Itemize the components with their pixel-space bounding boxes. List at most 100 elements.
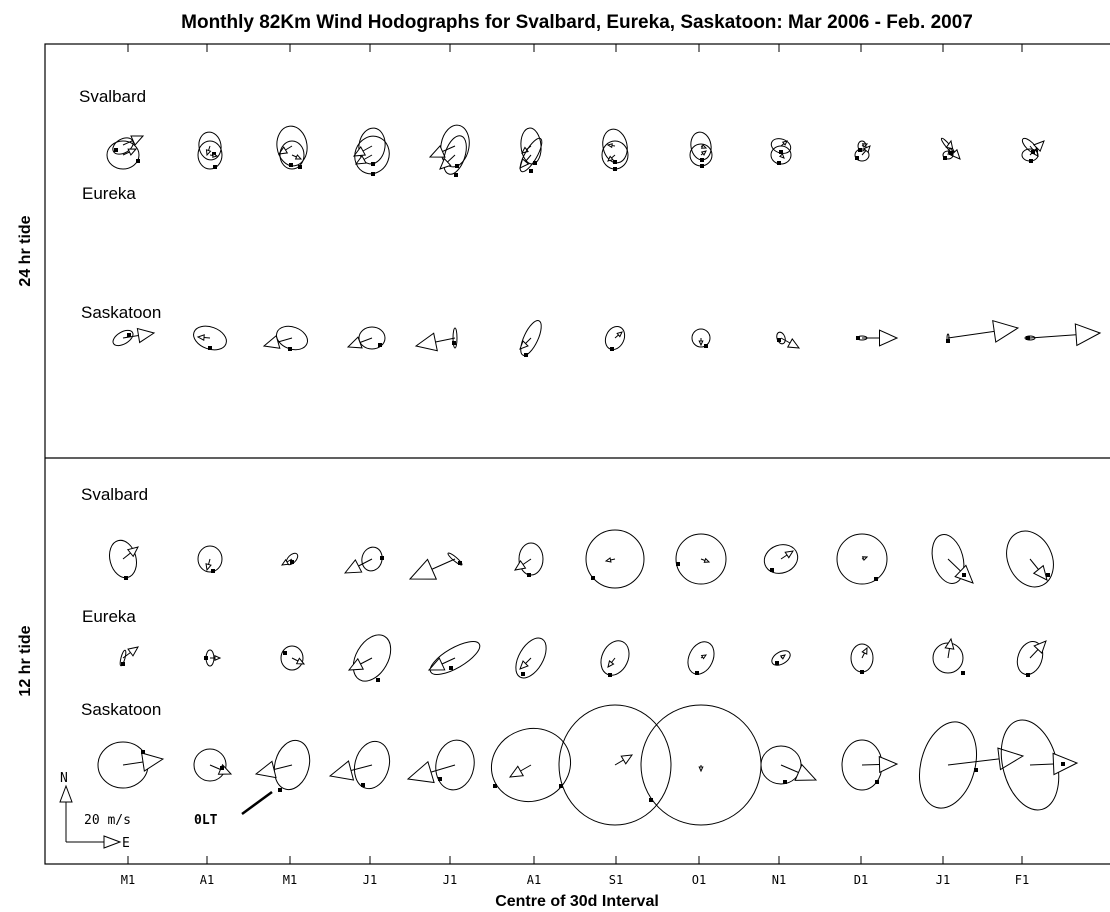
olt-marker-12hr-eureka-j1-3 bbox=[376, 678, 380, 682]
mean-wind-shaft-12hr-svalbard-j1-10 bbox=[947, 558, 961, 572]
hodograph-24hr-eureka-m1-2 bbox=[279, 140, 305, 170]
hodograph-12hr-eureka-n1-8 bbox=[771, 650, 791, 666]
mean-wind-shaft-24hr-svalbard-m1-2 bbox=[285, 145, 293, 151]
ellipse-24hr-eureka-a1-5 bbox=[519, 137, 543, 173]
x-tick-label-9: D1 bbox=[854, 873, 868, 887]
hodograph-12hr-svalbard-s1-6 bbox=[585, 529, 645, 589]
mean-wind-head-24hr-eureka-f1-11 bbox=[1032, 140, 1045, 153]
hodograph-12hr-svalbard-j1-10 bbox=[931, 534, 974, 584]
ellipse-12hr-saskatoon-s1-6 bbox=[558, 704, 672, 826]
olt-marker-12hr-eureka-m1-0 bbox=[121, 662, 125, 666]
mean-wind-shaft-12hr-saskatoon-n1-8 bbox=[780, 764, 799, 773]
ellipse-24hr-eureka-j1-10 bbox=[942, 150, 954, 160]
hodograph-12hr-saskatoon-m1-0 bbox=[97, 741, 165, 789]
ellipse-24hr-saskatoon-m1-0 bbox=[112, 329, 134, 347]
mean-wind-head-12hr-svalbard-a1-5 bbox=[513, 559, 527, 571]
ellipse-24hr-svalbard-j1-4 bbox=[440, 124, 470, 168]
hodograph-12hr-svalbard-d1-9 bbox=[836, 533, 888, 585]
hodograph-12hr-saskatoon-j1-3 bbox=[328, 740, 391, 790]
mean-wind-head-24hr-saskatoon-o1-7 bbox=[698, 340, 704, 347]
ellipse-24hr-svalbard-m1-2 bbox=[276, 125, 308, 167]
olt-marker-24hr-saskatoon-m1-0 bbox=[127, 333, 131, 337]
ellipse-12hr-svalbard-d1-9 bbox=[836, 533, 888, 585]
mean-wind-shaft-24hr-eureka-m1-2 bbox=[291, 154, 297, 158]
hodograph-12hr-saskatoon-n1-8 bbox=[760, 745, 818, 785]
mean-wind-shaft-12hr-svalbard-n1-8 bbox=[780, 554, 788, 560]
ellipse-12hr-eureka-m1-0 bbox=[119, 649, 127, 667]
mean-wind-head-24hr-svalbard-o1-7 bbox=[700, 143, 708, 149]
hodograph-24hr-saskatoon-m1-0 bbox=[112, 327, 156, 347]
mean-wind-shaft-12hr-eureka-s1-6 bbox=[611, 657, 616, 663]
ellipse-12hr-svalbard-j1-3 bbox=[361, 546, 383, 572]
hodograph-24hr-saskatoon-o1-7 bbox=[691, 328, 711, 348]
mean-wind-head-24hr-eureka-m1-0 bbox=[127, 148, 138, 156]
mean-wind-head-12hr-eureka-j1-10 bbox=[944, 637, 955, 650]
mean-wind-head-24hr-eureka-o1-7 bbox=[700, 150, 707, 156]
olt-marker-12hr-saskatoon-m1-0 bbox=[141, 750, 145, 754]
mean-wind-shaft-12hr-svalbard-m1-0 bbox=[122, 552, 131, 560]
mean-wind-shaft-12hr-saskatoon-s1-6 bbox=[614, 759, 624, 766]
mean-wind-head-24hr-eureka-d1-9 bbox=[863, 145, 871, 154]
olt-marker-12hr-eureka-j1-10 bbox=[961, 671, 965, 675]
olt-marker-24hr-eureka-a1-1 bbox=[213, 165, 217, 169]
hodograph-24hr-eureka-m1-0 bbox=[106, 140, 140, 170]
mean-wind-head-24hr-saskatoon-s1-6 bbox=[616, 331, 623, 338]
x-tick-label-1: A1 bbox=[200, 873, 214, 887]
ellipse-12hr-svalbard-j1-10 bbox=[931, 534, 965, 584]
mean-wind-shaft-12hr-svalbard-m1-2 bbox=[286, 558, 293, 563]
mean-wind-head-24hr-svalbard-s1-6 bbox=[606, 143, 613, 149]
mean-wind-head-12hr-svalbard-f1-11 bbox=[1032, 564, 1048, 581]
mean-wind-head-24hr-saskatoon-a1-1 bbox=[196, 334, 205, 342]
hodograph-12hr-svalbard-a1-5 bbox=[513, 542, 544, 577]
mean-wind-shaft-12hr-eureka-m1-2 bbox=[291, 657, 299, 662]
olt-marker-12hr-svalbard-n1-8 bbox=[770, 568, 774, 572]
mean-wind-shaft-24hr-saskatoon-a1-5 bbox=[525, 337, 532, 344]
olt-marker-12hr-eureka-j1-4 bbox=[449, 666, 453, 670]
mean-wind-shaft-12hr-saskatoon-a1-5 bbox=[520, 764, 532, 772]
x-tick-label-10: J1 bbox=[936, 873, 950, 887]
olt-marker-12hr-saskatoon-f1-11 bbox=[1061, 762, 1065, 766]
hodograph-24hr-eureka-j1-4 bbox=[439, 135, 467, 177]
mean-wind-shaft-24hr-svalbard-j1-4 bbox=[442, 145, 456, 152]
mean-wind-head-24hr-saskatoon-n1-8 bbox=[786, 338, 801, 349]
mean-wind-head-12hr-eureka-s1-6 bbox=[607, 660, 615, 668]
hodograph-24hr-eureka-a1-5 bbox=[519, 137, 543, 173]
mean-wind-head-12hr-svalbard-a1-1 bbox=[205, 563, 212, 572]
ellipse-24hr-saskatoon-a1-5 bbox=[520, 320, 542, 356]
mean-wind-shaft-24hr-svalbard-j1-3 bbox=[362, 145, 373, 152]
hodograph-12hr-eureka-d1-9 bbox=[850, 643, 874, 674]
olt-marker-24hr-eureka-s1-6 bbox=[613, 167, 617, 171]
mean-wind-shaft-12hr-eureka-j1-3 bbox=[360, 657, 373, 665]
ellipse-24hr-eureka-m1-0 bbox=[106, 140, 140, 170]
mean-wind-shaft-24hr-eureka-s1-6 bbox=[611, 154, 616, 159]
olt-marker-12hr-saskatoon-j1-4 bbox=[438, 777, 442, 781]
x-tick-label-11: F1 bbox=[1015, 873, 1029, 887]
olt-marker-24hr-saskatoon-f1-11 bbox=[1026, 336, 1030, 340]
olt-marker-24hr-eureka-o1-7 bbox=[700, 164, 704, 168]
x-tick-layer: M1 A1 M1 J1 J1 A1 S1 O1 N1 D1 J1 F1 bbox=[121, 44, 1029, 887]
mean-wind-head-24hr-saskatoon-j1-4 bbox=[414, 332, 438, 352]
olt-marker-12hr-svalbard-d1-9 bbox=[874, 577, 878, 581]
station-label-12-eureka: Eureka bbox=[82, 607, 136, 626]
olt-marker-12hr-eureka-n1-8 bbox=[775, 661, 779, 665]
olt-marker-12hr-eureka-d1-9 bbox=[860, 670, 864, 674]
mean-wind-shaft-24hr-eureka-j1-10 bbox=[947, 147, 950, 156]
mean-wind-head-12hr-saskatoon-a1-5 bbox=[508, 765, 525, 778]
olt-marker-24hr-svalbard-j1-3 bbox=[371, 162, 375, 166]
hodograph-24hr-saskatoon-d1-9 bbox=[856, 329, 899, 347]
chart-title: Monthly 82Km Wind Hodographs for Svalbar… bbox=[181, 12, 973, 33]
ellipse-12hr-saskatoon-a1-5 bbox=[490, 728, 572, 802]
hodograph-24hr-eureka-f1-11 bbox=[1021, 140, 1045, 163]
mean-wind-head-24hr-svalbard-n1-8 bbox=[781, 140, 788, 146]
hodograph-24hr-saskatoon-m1-2 bbox=[262, 325, 308, 351]
mean-wind-shaft-12hr-svalbard-j1-4 bbox=[431, 558, 456, 570]
olt-marker-12hr-svalbard-j1-10 bbox=[962, 573, 966, 577]
ellipse-12hr-svalbard-a1-1 bbox=[197, 545, 223, 573]
mean-wind-head-24hr-saskatoon-m1-2 bbox=[262, 334, 281, 349]
mean-wind-head-24hr-saskatoon-f1-11 bbox=[1074, 323, 1102, 347]
mean-wind-head-24hr-eureka-s1-6 bbox=[607, 155, 614, 162]
ellipse-24hr-eureka-d1-9 bbox=[854, 148, 870, 162]
olt-marker-12hr-saskatoon-s1-6 bbox=[559, 784, 563, 788]
hodograph-12hr-saskatoon-a1-1 bbox=[193, 748, 233, 782]
mean-wind-head-12hr-eureka-j1-3 bbox=[347, 657, 365, 671]
